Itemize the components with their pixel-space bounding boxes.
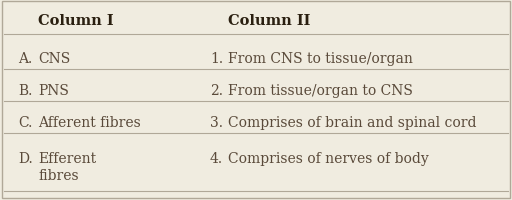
Text: A.: A.: [18, 52, 32, 66]
Text: Column I: Column I: [38, 14, 114, 28]
Text: PNS: PNS: [38, 84, 69, 98]
Text: 3.: 3.: [210, 115, 223, 129]
Text: 1.: 1.: [210, 52, 223, 66]
Text: Column II: Column II: [228, 14, 310, 28]
Text: CNS: CNS: [38, 52, 70, 66]
Text: Comprises of nerves of body: Comprises of nerves of body: [228, 151, 429, 165]
Text: D.: D.: [18, 151, 33, 165]
Text: 2.: 2.: [210, 84, 223, 98]
Text: From CNS to tissue/organ: From CNS to tissue/organ: [228, 52, 413, 66]
Text: Comprises of brain and spinal cord: Comprises of brain and spinal cord: [228, 115, 477, 129]
Text: Efferent
fibres: Efferent fibres: [38, 151, 96, 182]
Text: From tissue/organ to CNS: From tissue/organ to CNS: [228, 84, 413, 98]
Text: Afferent fibres: Afferent fibres: [38, 115, 141, 129]
Text: 4.: 4.: [210, 151, 223, 165]
Text: B.: B.: [18, 84, 32, 98]
Text: C.: C.: [18, 115, 32, 129]
